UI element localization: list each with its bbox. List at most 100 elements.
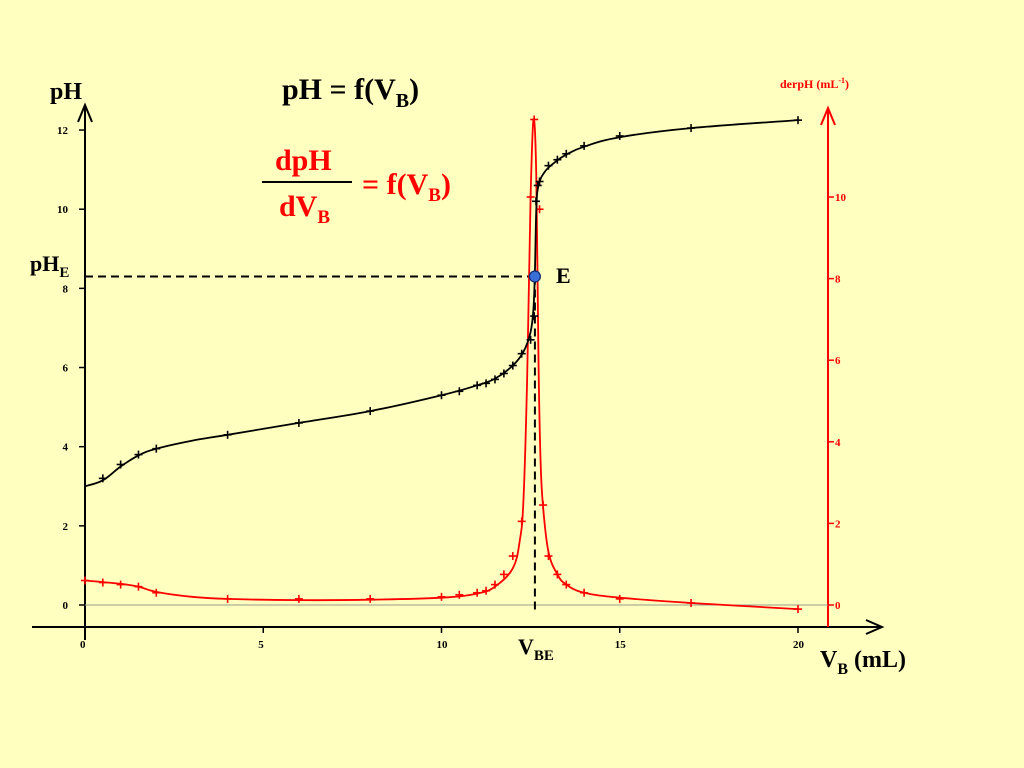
deriv-axis-label-main: derpH (mL bbox=[780, 77, 838, 91]
ph-data-point bbox=[223, 430, 232, 439]
y2-tick-label: 10 bbox=[835, 192, 847, 204]
ph-data-point bbox=[526, 335, 535, 344]
formula-den-sub: B bbox=[317, 207, 330, 228]
ph-axis-label: pH bbox=[50, 79, 82, 105]
deriv-data-point bbox=[490, 580, 499, 589]
deriv-data-point bbox=[687, 598, 696, 607]
vbe-label-main: V bbox=[518, 634, 534, 659]
deriv-data-point bbox=[116, 580, 125, 589]
ph-data-point bbox=[535, 177, 544, 186]
deriv-data-point bbox=[482, 586, 491, 595]
deriv-data-point bbox=[473, 588, 482, 597]
deriv-data-point bbox=[152, 588, 161, 597]
x-tick-label: 15 bbox=[615, 639, 627, 651]
ph-data-point bbox=[116, 460, 125, 469]
formula-numerator: dpH bbox=[275, 144, 332, 177]
formula-denominator: dVB bbox=[279, 190, 330, 228]
phe-label-sub: E bbox=[59, 265, 69, 281]
deriv-data-point bbox=[499, 570, 508, 579]
ph-data-point bbox=[530, 312, 539, 321]
deriv-data-point bbox=[508, 552, 517, 561]
y2-tick-label: 0 bbox=[835, 600, 841, 612]
formula-rhs-close: ) bbox=[441, 168, 451, 201]
chart-title-sub: B bbox=[396, 90, 409, 112]
ph-markers bbox=[98, 116, 802, 483]
deriv-data-point bbox=[294, 594, 303, 603]
derivative-formula: dpH dVB = f(VB) bbox=[262, 144, 451, 228]
formula-rhs: = f(VB) bbox=[362, 168, 451, 206]
x-tick-label: 10 bbox=[437, 639, 449, 651]
deriv-axis-label-close: ) bbox=[845, 77, 849, 91]
ph-data-point bbox=[580, 141, 589, 150]
x-tick-label: 5 bbox=[258, 639, 264, 651]
y2-tick-label: 4 bbox=[835, 437, 841, 449]
deriv-data-point bbox=[530, 115, 539, 124]
y-tick-label: 4 bbox=[63, 442, 69, 454]
ph-data-point bbox=[562, 149, 571, 158]
vbe-label: VBE bbox=[518, 634, 554, 664]
ph-data-point bbox=[366, 407, 375, 416]
formula-rhs-main: = f(V bbox=[362, 168, 429, 201]
deriv-data-point bbox=[134, 582, 143, 591]
deriv-data-point bbox=[615, 594, 624, 603]
deriv-data-point bbox=[553, 570, 562, 579]
chart-title: pH = f(VB) bbox=[282, 73, 419, 112]
x-axis-arrow bbox=[865, 619, 885, 635]
equivalence-guides bbox=[85, 275, 536, 612]
ph-data-point bbox=[437, 391, 446, 400]
y2-tick-label: 8 bbox=[835, 274, 841, 286]
deriv-data-point bbox=[794, 605, 802, 614]
ph-data-point bbox=[473, 381, 482, 390]
deriv-data-point bbox=[580, 588, 589, 597]
y-tick-label: 6 bbox=[63, 363, 69, 375]
x-axis-label-unit: (mL) bbox=[848, 647, 906, 673]
ph-data-point bbox=[544, 161, 553, 170]
ph-data-point bbox=[794, 116, 802, 125]
ph-data-point bbox=[517, 349, 526, 358]
y-tick-label: 8 bbox=[63, 283, 69, 295]
vbe-label-sub: BE bbox=[534, 648, 554, 664]
deriv-data-point bbox=[98, 578, 107, 587]
y-tick-label: 2 bbox=[63, 521, 69, 533]
x-axis-label-main: V bbox=[820, 647, 838, 673]
deriv-axis-label: derpH (mL-1) bbox=[780, 76, 849, 91]
x-tick-label: 20 bbox=[793, 639, 805, 651]
ph-data-point bbox=[687, 124, 696, 133]
deriv-data-point bbox=[544, 552, 553, 561]
deriv-data-point bbox=[526, 193, 535, 201]
ph-data-point bbox=[615, 131, 624, 140]
deriv-data-point bbox=[437, 592, 446, 601]
ph-data-point bbox=[152, 444, 161, 453]
formula-den-main: dV bbox=[279, 190, 318, 223]
point-e-label: E bbox=[556, 263, 571, 288]
deriv-data-point bbox=[455, 590, 464, 599]
chart-title-main: pH = f(V bbox=[282, 73, 396, 106]
deriv-data-point bbox=[81, 576, 89, 585]
x-axis-label-sub: B bbox=[837, 661, 848, 678]
ph-data-point bbox=[533, 181, 542, 190]
deriv-axis-label-sup: -1 bbox=[838, 76, 845, 85]
y2-tick-label: 6 bbox=[835, 355, 841, 367]
ph-data-point bbox=[499, 369, 508, 378]
ph-data-point bbox=[508, 361, 517, 370]
y2-tick-label: 2 bbox=[835, 518, 841, 530]
deriv-data-point bbox=[366, 594, 375, 603]
y-axis-deriv-arrow bbox=[820, 105, 836, 126]
ph-data-point bbox=[482, 379, 491, 388]
ph-data-point bbox=[490, 375, 499, 384]
deriv-data-point bbox=[539, 501, 548, 510]
ticks bbox=[79, 129, 834, 633]
y-axis-ph-arrow bbox=[77, 102, 93, 123]
ph-data-point bbox=[294, 418, 303, 427]
deriv-data-point bbox=[517, 517, 526, 526]
ph-data-point bbox=[134, 450, 143, 459]
deriv-data-point bbox=[562, 580, 571, 589]
axes bbox=[32, 102, 885, 640]
ph-data-point bbox=[531, 197, 540, 206]
x-tick-label: 0 bbox=[80, 639, 86, 651]
tick-labels: 0 5 10 15 20 0 2 4 6 8 10 12 0 2 4 6 8 10 bbox=[57, 125, 847, 651]
ph-data-point bbox=[98, 474, 107, 483]
derivative-markers bbox=[81, 115, 802, 614]
